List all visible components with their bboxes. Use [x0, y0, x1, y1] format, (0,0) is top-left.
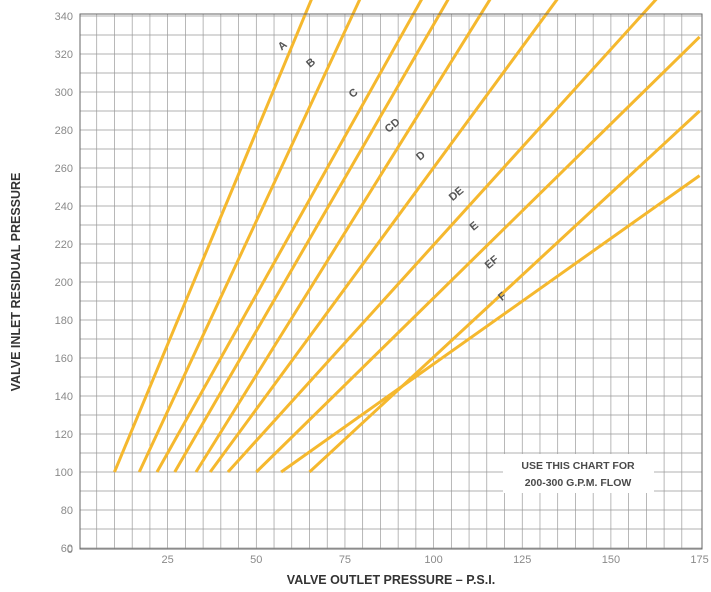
y-tick-label: 220 [55, 239, 73, 251]
annotation-line-2: 200-300 G.P.M. FLOW [525, 477, 632, 489]
series-line-e [226, 0, 658, 474]
x-tick-label: 150 [602, 554, 620, 566]
x-tick-label: 125 [513, 554, 531, 566]
plot-frame [79, 13, 703, 550]
y-tick-label: 200 [55, 277, 73, 289]
y-tick-label: 120 [55, 429, 73, 441]
series-line-unlabeled [308, 109, 701, 474]
series-lines [113, 0, 701, 474]
y-tick-label: 280 [55, 125, 73, 137]
y-tick-label: 240 [55, 201, 73, 213]
x-tick-labels: 25 50 75 100 125 150 175 [162, 554, 709, 566]
y-tick-label: 300 [55, 87, 73, 99]
y-axis-title: VALVE INLET RESIDUAL PRESSURE [9, 173, 23, 392]
y-tick-label: 340 [55, 11, 73, 23]
x-tick-label: 100 [424, 554, 442, 566]
series-line-b [137, 0, 362, 473]
series-line-f [280, 174, 701, 474]
series-line-de [208, 0, 559, 473]
series-line-d [194, 0, 492, 473]
y-tick-label: 260 [55, 163, 73, 175]
x-axis-title: VALVE OUTLET PRESSURE – P.S.I. [287, 573, 495, 587]
series-line-c [155, 0, 424, 473]
annotation-box: USE THIS CHART FOR 200-300 G.P.M. FLOW [503, 454, 654, 493]
y-tick-label: 140 [55, 391, 73, 403]
series-line-cd [173, 0, 450, 473]
x-tick-label: 75 [339, 554, 351, 566]
y-tick-label: 160 [55, 353, 73, 365]
x-tick-label: 50 [250, 554, 262, 566]
y-tick-labels: 060 80 100 120 140 160 180 200 220 240 260 280 300 32… [55, 11, 73, 556]
grid [80, 14, 702, 549]
series-line-a [113, 0, 313, 473]
y-tick-label: 320 [55, 49, 73, 61]
y-tick-label: 80 [61, 505, 73, 517]
annotation-line-1: USE THIS CHART FOR [521, 460, 635, 472]
x-tick-label: 175 [690, 554, 708, 566]
y-tick-label: 60 [61, 543, 73, 555]
y-tick-label: 180 [55, 315, 73, 327]
y-tick-label: 0 [67, 544, 73, 556]
y-tick-label: 100 [55, 467, 73, 479]
series-line-ef [255, 35, 701, 474]
x-tick-label: 25 [162, 554, 174, 566]
